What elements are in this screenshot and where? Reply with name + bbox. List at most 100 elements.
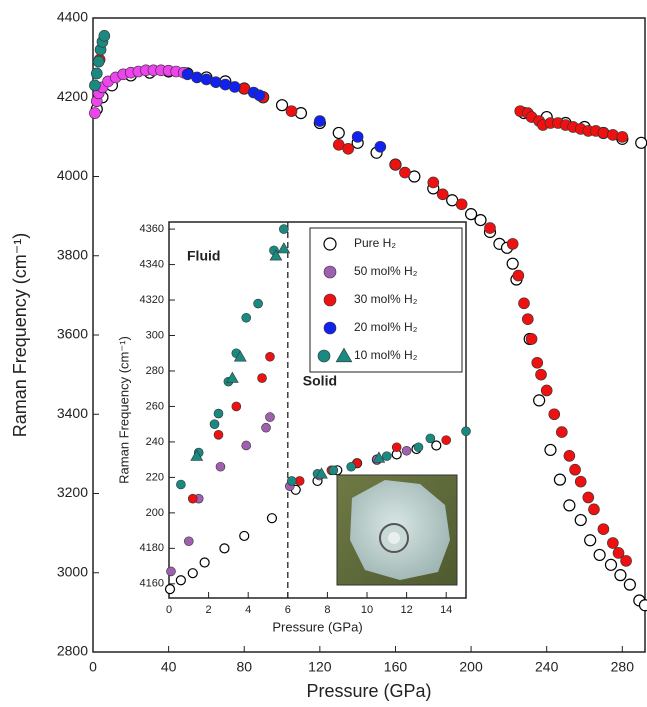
point (425, 433, 436, 444)
x-tick-label: 8 (324, 604, 330, 616)
point (233, 350, 247, 362)
point (427, 176, 440, 189)
point (346, 461, 356, 472)
point (285, 105, 298, 117)
x-tick-label: 4 (245, 604, 251, 616)
point (175, 575, 186, 586)
point (286, 476, 297, 486)
point (241, 440, 252, 451)
point (89, 107, 101, 119)
y-tick-label: 260 (146, 400, 164, 412)
legend-label: 10 mol% H₂ (354, 348, 418, 362)
point (253, 89, 266, 102)
legend-label: Pure H₂ (354, 236, 396, 250)
point (506, 257, 519, 270)
x-tick-label: 14 (440, 604, 452, 616)
point (614, 569, 627, 582)
point (582, 491, 595, 504)
point (219, 543, 230, 554)
point (553, 473, 567, 486)
point (187, 493, 198, 504)
point (215, 461, 226, 472)
x-tick-label: 10 (361, 604, 373, 616)
point (588, 503, 600, 516)
point (98, 30, 111, 42)
point (187, 568, 198, 579)
point (351, 131, 364, 143)
point (213, 408, 224, 419)
point (257, 373, 267, 383)
point (638, 599, 647, 612)
point (506, 238, 519, 250)
point (620, 555, 632, 567)
x-tick-label: 6 (285, 604, 291, 616)
point (518, 297, 530, 310)
y-tick-label: 280 (146, 365, 164, 377)
point (563, 450, 576, 462)
point (231, 401, 242, 412)
point (275, 99, 289, 112)
point (484, 222, 496, 234)
legend-label: 20 mol% H₂ (354, 320, 418, 334)
point (328, 465, 339, 476)
point (166, 566, 176, 577)
point (269, 249, 283, 261)
point (533, 394, 546, 407)
y-tick-label: 3800 (57, 246, 88, 262)
point (391, 442, 402, 453)
y-axis-title: Raman Frequency (cm⁻¹) (10, 233, 30, 438)
point (623, 578, 636, 591)
legend-marker (323, 237, 337, 251)
point (593, 548, 606, 562)
x-tick-label: 2 (206, 604, 212, 616)
x-tick-label: 240 (535, 659, 559, 675)
legend-marker (323, 293, 337, 307)
x-tick-label: 0 (166, 604, 172, 616)
x-axis-title: Pressure (GPa) (272, 619, 362, 634)
x-tick-label: 280 (611, 659, 635, 675)
y-tick-label: 4340 (140, 258, 164, 270)
point (612, 547, 625, 559)
point (191, 71, 203, 84)
point (597, 127, 610, 139)
point (89, 79, 101, 92)
y-tick-label: 3600 (57, 326, 88, 342)
y-tick-label: 4360 (140, 223, 164, 235)
point (294, 106, 308, 120)
y-tick-label: 4160 (140, 578, 164, 590)
point (635, 136, 647, 149)
point (253, 298, 263, 309)
photo (336, 474, 458, 586)
point (332, 126, 345, 140)
y-tick-label: 200 (146, 507, 164, 519)
point (190, 449, 204, 461)
point (241, 312, 252, 323)
y-tick-label: 240 (146, 436, 164, 448)
point (461, 426, 471, 437)
point (399, 166, 411, 179)
point (604, 558, 618, 571)
point (92, 55, 105, 68)
point (569, 463, 581, 476)
point (584, 534, 597, 547)
point (401, 445, 412, 456)
legend-marker (317, 349, 331, 363)
point (563, 499, 576, 512)
point (342, 142, 355, 155)
x-tick-label: 0 (89, 659, 97, 675)
point (413, 442, 424, 453)
y-tick-label: 4400 (57, 9, 88, 25)
point (525, 333, 538, 345)
point (540, 384, 553, 397)
point (607, 537, 619, 549)
point (225, 371, 239, 383)
y-tick-label: 4320 (140, 294, 164, 306)
point (548, 408, 561, 421)
annotation: Fluid (187, 248, 220, 264)
point (266, 513, 278, 524)
point (213, 430, 224, 440)
point (544, 443, 557, 457)
y-tick-label: 3000 (57, 563, 88, 579)
point (436, 188, 449, 201)
point (535, 368, 547, 381)
